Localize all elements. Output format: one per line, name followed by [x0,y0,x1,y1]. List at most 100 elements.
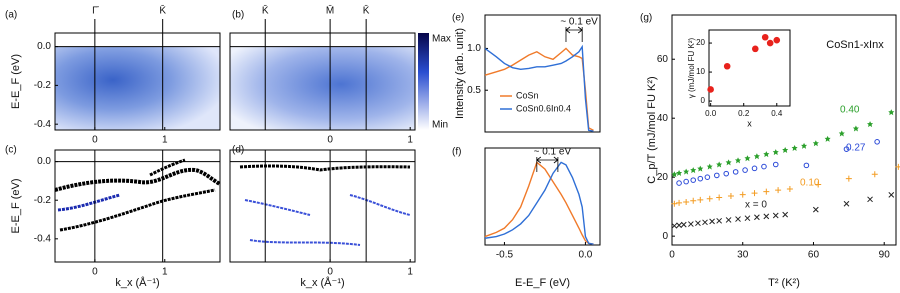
panel-label: (d) [232,145,244,156]
y-tick-label: -0.4 [34,233,52,244]
y-axis-label: Intensity (arb. unit) [454,28,466,119]
symmetry-label: Γ̄ [92,6,100,17]
marker [697,175,704,182]
plot-frame [229,149,416,263]
colorbar-min: Min [432,120,448,131]
marker [874,138,880,145]
intensity-map [230,46,415,130]
x-tick-label: 60 [808,250,820,261]
x-tick-label: 30 [737,250,749,261]
y-tick-label: 60 [657,54,669,65]
band-feature [349,194,411,216]
y-tick-label: -0.4 [34,119,52,130]
x-tick-label: 1 [407,135,413,146]
x-axis-label: k_x (Å⁻¹) [115,276,159,289]
marker [751,190,758,197]
marker [709,218,715,225]
marker [812,206,819,213]
marker [723,170,730,177]
marker [707,86,714,93]
x-tick-label: 0.0 [705,109,717,118]
marker [753,153,760,160]
series-label: 0.10 [800,178,820,189]
marker [763,151,770,158]
marker [714,172,720,179]
marker [671,171,678,178]
symmetry-label: K̄ [363,4,370,17]
plot-frame [229,32,416,131]
marker [690,197,697,204]
marker [843,200,850,207]
y-tick-label: 10 [696,67,705,76]
x-tick-label: 1 [407,267,413,278]
series-label: x = 0 [745,200,767,211]
x-axis-label: k_x (Å⁻¹) [300,276,344,289]
marker [773,36,781,44]
legend-label: CoSn [516,90,539,100]
marker [735,216,741,222]
band-feature [59,188,216,232]
x-tick-label: 1 [162,135,168,146]
marker [888,192,895,198]
marker [735,157,742,164]
x-tick-label: 0.2 [738,109,750,118]
annotation-arrow [536,156,559,172]
marker [751,45,759,53]
marker [704,174,711,180]
plot-frame [54,149,221,263]
panel-label: (g) [640,13,652,24]
band-feature [54,167,221,192]
marker [680,221,687,228]
x-axis-label: x [747,118,752,128]
marker [683,178,689,185]
marker [706,163,713,170]
marker [732,169,739,175]
marker [676,170,683,177]
band-feature [244,199,311,216]
y-axis-label: C_p/T (mJ/mol FU K²) [646,76,658,183]
marker [754,214,760,221]
marker [763,188,770,195]
y-axis-label: E-E_F (eV) [10,178,22,233]
marker [763,213,770,220]
marker [727,193,734,200]
marker [867,196,873,203]
marker [742,167,748,173]
plot-frame [671,14,897,246]
x-tick-label: 0 [669,250,675,261]
marker [838,130,845,137]
symmetry-label: K̄ [159,4,166,17]
panel-label: (b) [232,10,244,21]
marker [843,146,850,152]
panel-label: (c) [5,145,17,156]
spectrum-line [484,161,594,245]
y-tick-label: 20 [696,38,705,47]
marker [782,211,789,218]
panel-label: (f) [452,147,461,158]
spectrum-line [484,161,594,245]
marker [772,212,779,219]
x-tick-label: 0 [327,135,333,146]
y-tick-label: 1.0 [467,43,481,54]
plot-frame [484,147,601,246]
x-tick-label: 1 [162,267,168,278]
marker [772,161,779,168]
x-axis-label: E-E_F (eV) [515,277,570,289]
intensity-map [55,46,220,130]
plot-frame [484,14,601,133]
plot-frame [54,32,221,131]
marker [706,195,713,202]
marker [716,161,723,168]
y-axis-label: γ (mJ/mol FU K²) [687,37,696,98]
marker [683,198,690,205]
annotation-arrow [565,26,583,42]
plot-frame [708,29,791,107]
marker [751,165,758,172]
marker [744,215,751,222]
marker [716,217,723,224]
marker [791,144,798,151]
marker [801,142,808,149]
marker [676,180,682,186]
marker [895,163,900,170]
